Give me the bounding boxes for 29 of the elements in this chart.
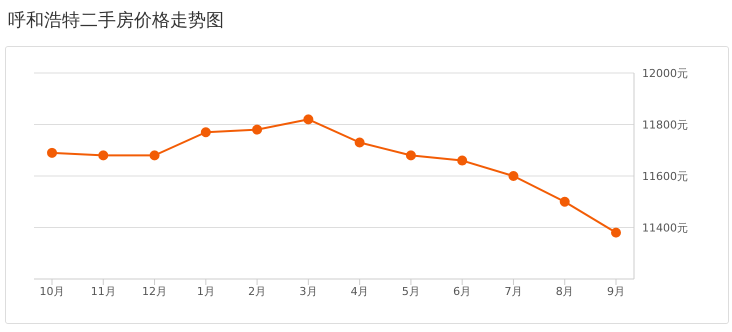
x-tick-label: 8月	[556, 284, 574, 298]
point	[508, 171, 518, 181]
point	[303, 114, 314, 124]
x-tick-label: 9月	[607, 284, 625, 298]
chart-title: 呼和浩特二手房价格走势图	[8, 9, 225, 32]
y-tick-label: 11800元	[642, 118, 688, 132]
x-tick-label: 4月	[350, 284, 369, 298]
point	[47, 148, 57, 158]
x-tick-label: 5月	[402, 284, 420, 298]
point	[560, 196, 570, 207]
y-tick-label: 12000元	[642, 66, 688, 80]
point	[98, 150, 108, 160]
x-tick-label: 1月	[196, 284, 215, 298]
y-tick-label: 11400元	[642, 221, 688, 234]
point	[150, 150, 160, 160]
point	[406, 150, 416, 160]
x-tick-label: 12月	[142, 284, 168, 298]
point	[457, 156, 468, 166]
point	[611, 228, 621, 238]
x-tick-label: 3月	[299, 284, 318, 298]
y-tick-label: 11600元	[642, 170, 688, 183]
point	[252, 124, 262, 135]
x-tick-label: 11月	[90, 284, 116, 298]
x-tick-label: 7月	[504, 284, 522, 298]
point	[200, 127, 211, 138]
point	[354, 138, 365, 148]
x-tick-label: 6月	[453, 284, 472, 298]
x-tick-label: 10月	[40, 284, 64, 298]
x-tick-label: 2月	[248, 284, 266, 298]
